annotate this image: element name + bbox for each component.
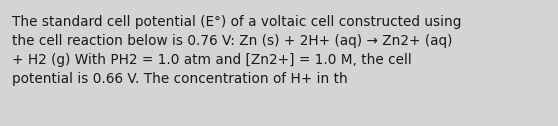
Text: The standard cell potential (E°) of a voltaic cell constructed using
the cell re: The standard cell potential (E°) of a vo… xyxy=(12,15,461,86)
